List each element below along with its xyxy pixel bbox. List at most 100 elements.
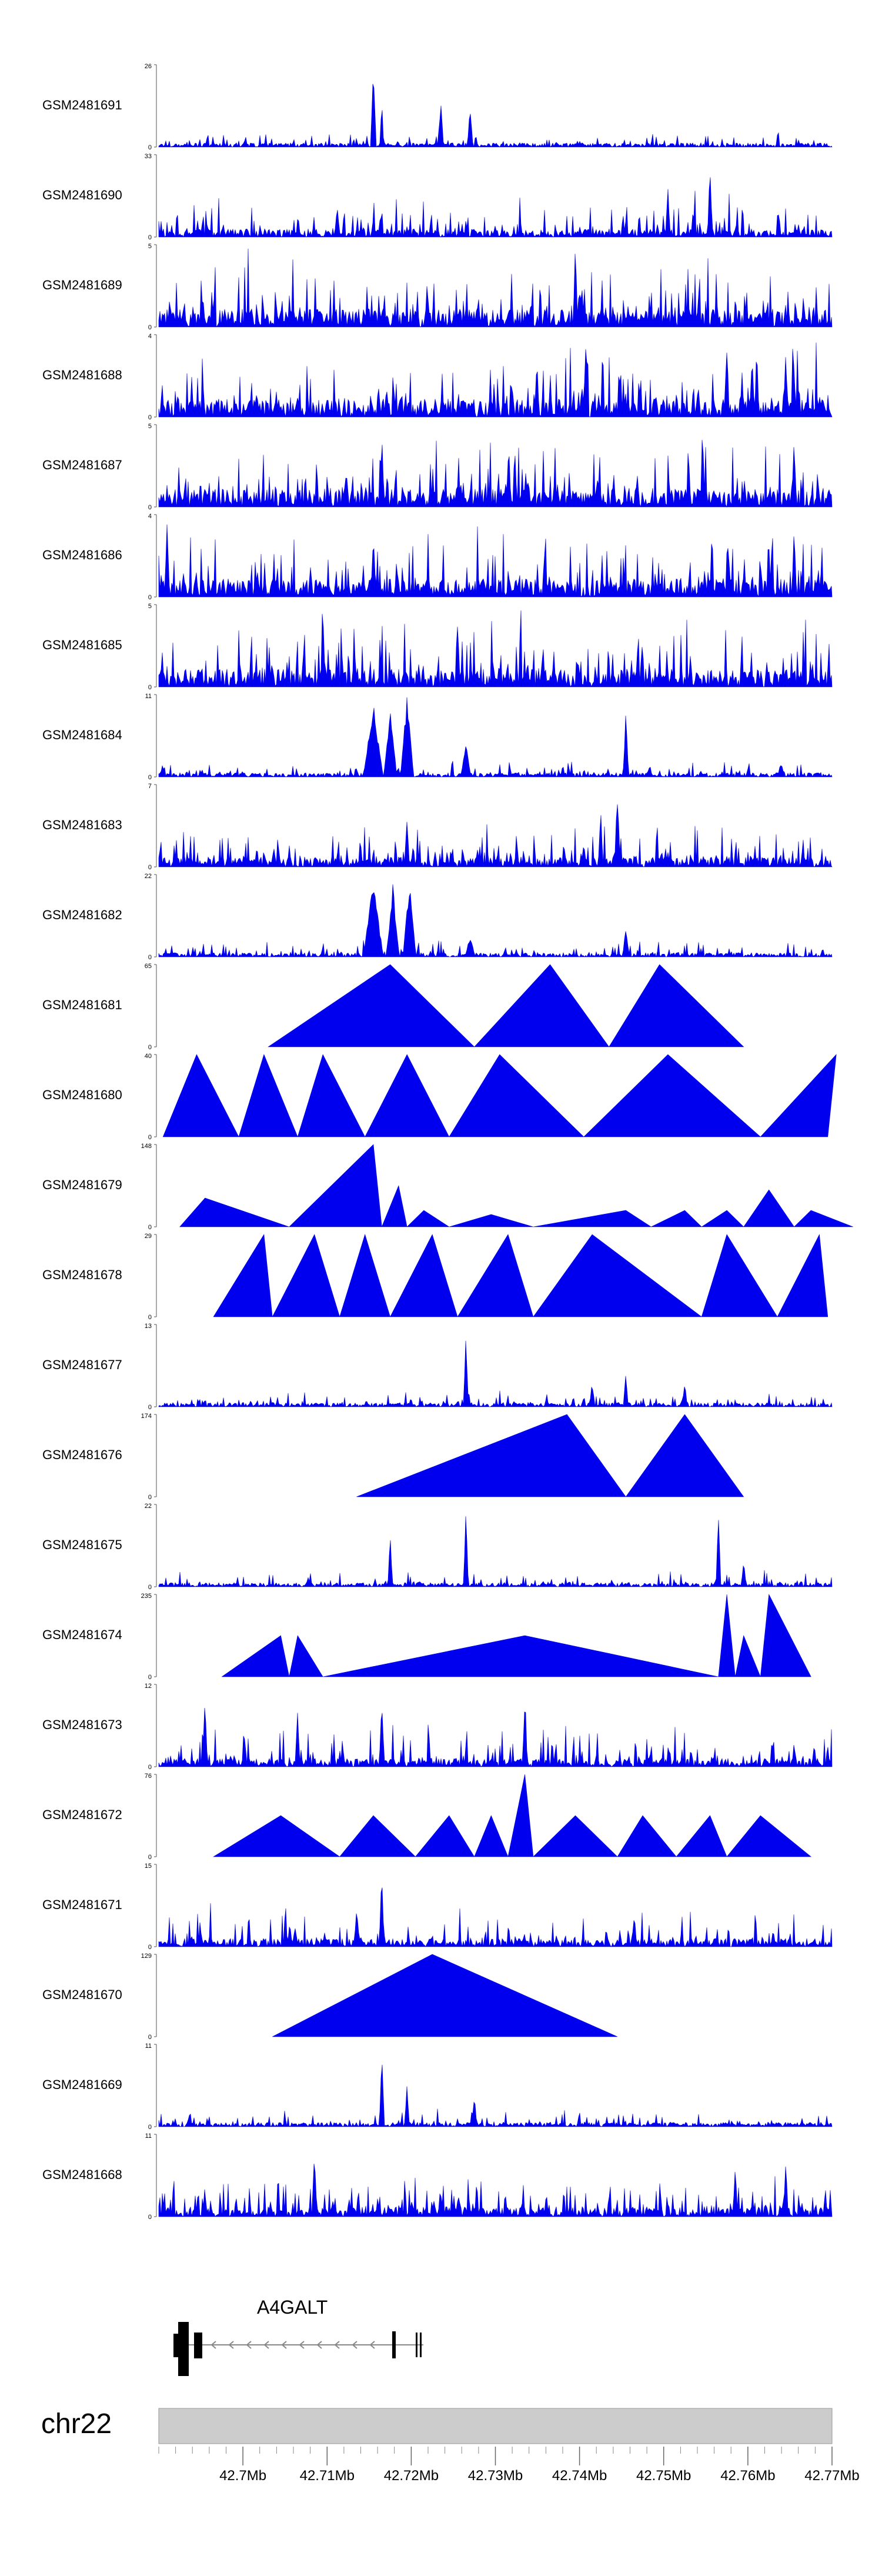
track-label: GSM2481684 — [42, 728, 122, 742]
gene-strand-arrows — [211, 2341, 375, 2349]
track-label: GSM2481674 — [42, 1627, 122, 1642]
track-GSM2481673: GSM2481673 12 0 — [42, 1683, 833, 1771]
strand-arrow — [334, 2341, 340, 2349]
y-axis-zero-label: 0 — [148, 324, 152, 331]
y-axis-zero-label: 0 — [148, 774, 152, 781]
track-GSM2481680: GSM2481680 40 0 — [42, 1053, 837, 1141]
track-label: GSM2481675 — [42, 1537, 122, 1552]
signal-area — [179, 1144, 853, 1227]
track-GSM2481668: GSM2481668 11 0 — [42, 2133, 833, 2221]
y-axis-zero-label: 0 — [148, 1494, 152, 1501]
signal-area — [272, 1954, 618, 2037]
gene-exon — [392, 2331, 396, 2358]
y-axis-zero-label: 0 — [148, 1674, 152, 1681]
track-label: GSM2481677 — [42, 1357, 122, 1372]
y-axis-zero-label: 0 — [148, 684, 152, 691]
track-GSM2481671: GSM2481671 15 0 — [42, 1863, 833, 1951]
y-axis-max-label: 12 — [145, 1683, 152, 1690]
track-label: GSM2481670 — [42, 1987, 122, 2002]
track-label: GSM2481686 — [42, 548, 122, 562]
track-GSM2481676: GSM2481676 174 0 — [42, 1413, 744, 1501]
signal-area — [158, 1340, 833, 1407]
signal-area — [221, 1593, 811, 1677]
signal-area — [158, 342, 833, 418]
gene-exon — [416, 2333, 417, 2357]
strand-arrow — [352, 2341, 358, 2349]
track-GSM2481674: GSM2481674 235 0 — [42, 1593, 811, 1681]
signal-area — [158, 610, 833, 688]
gene-exon — [173, 2334, 178, 2357]
track-label: GSM2481682 — [42, 907, 122, 922]
y-axis-max-label: 33 — [145, 153, 152, 160]
chromosome-bar — [158, 2408, 833, 2444]
strand-arrow — [316, 2341, 322, 2349]
signal-area — [158, 1516, 833, 1587]
signal-area — [213, 1233, 828, 1317]
track-label: GSM2481680 — [42, 1087, 122, 1102]
track-label: GSM2481669 — [42, 2077, 122, 2092]
track-label: GSM2481668 — [42, 2167, 122, 2182]
track-GSM2481683: GSM2481683 7 0 — [42, 783, 833, 871]
chromosome-axis: chr22 42.7Mb 42.71Mb 42.72Mb 42.73Mb 42.74Mb… — [41, 2408, 860, 2484]
y-axis-zero-label: 0 — [148, 1944, 152, 1951]
y-axis-max-label: 15 — [145, 1863, 152, 1870]
y-axis-max-label: 22 — [145, 873, 152, 880]
tick-label: 42.76Mb — [720, 2468, 775, 2484]
track-label: GSM2481679 — [42, 1177, 122, 1192]
signal-area — [356, 1414, 744, 1497]
y-axis-zero-label: 0 — [148, 2214, 152, 2221]
y-axis-max-label: 5 — [148, 423, 152, 430]
track-label: GSM2481690 — [42, 188, 122, 202]
strand-arrow — [369, 2341, 375, 2349]
signal-area — [212, 1774, 812, 1857]
y-axis-zero-label: 0 — [148, 144, 152, 151]
y-axis-zero-label: 0 — [148, 2124, 152, 2131]
y-axis-zero-label: 0 — [148, 1854, 152, 1861]
y-axis-max-label: 4 — [148, 513, 152, 520]
y-axis-max-label: 26 — [145, 63, 152, 70]
signal-area — [158, 248, 833, 328]
tick-label: 42.7Mb — [219, 2468, 266, 2484]
track-GSM2481691: GSM2481691 26 0 — [42, 63, 833, 151]
tick-label: 42.71Mb — [300, 2468, 355, 2484]
y-axis-max-label: 5 — [148, 243, 152, 250]
strand-arrow — [281, 2341, 287, 2349]
track-GSM2481681: GSM2481681 65 0 — [42, 963, 744, 1051]
track-GSM2481679: GSM2481679 148 0 — [42, 1143, 853, 1231]
y-axis-max-label: 22 — [145, 1503, 152, 1510]
signal-area — [158, 804, 833, 867]
y-axis-zero-label: 0 — [148, 2034, 152, 2041]
track-GSM2481688: GSM2481688 4 0 — [42, 333, 833, 421]
track-GSM2481670: GSM2481670 129 0 — [42, 1953, 618, 2041]
track-GSM2481677: GSM2481677 13 0 — [42, 1323, 833, 1411]
track-label: GSM2481681 — [42, 997, 122, 1012]
tick-label: 42.73Mb — [468, 2468, 523, 2484]
track-GSM2481684: GSM2481684 11 0 — [42, 693, 833, 781]
track-label: GSM2481672 — [42, 1807, 122, 1822]
y-axis-max-label: 65 — [145, 963, 152, 970]
y-axis-zero-label: 0 — [148, 1584, 152, 1591]
track-GSM2481675: GSM2481675 22 0 — [42, 1503, 833, 1591]
tick-label: 42.77Mb — [804, 2468, 859, 2484]
track-label: GSM2481683 — [42, 817, 122, 832]
track-label: GSM2481676 — [42, 1447, 122, 1462]
y-axis-zero-label: 0 — [148, 1314, 152, 1321]
gene-label: A4GALT — [257, 2297, 328, 2318]
track-label: GSM2481685 — [42, 638, 122, 652]
strand-arrow — [211, 2341, 216, 2349]
signal-area — [158, 884, 833, 958]
y-axis-max-label: 4 — [148, 333, 152, 340]
strand-arrow — [299, 2341, 305, 2349]
y-axis-max-label: 11 — [145, 2133, 152, 2140]
y-axis-zero-label: 0 — [148, 1134, 152, 1141]
y-axis-max-label: 11 — [145, 2043, 152, 2050]
track-GSM2481678: GSM2481678 29 0 — [42, 1233, 828, 1321]
track-label: GSM2481671 — [42, 1897, 122, 1912]
y-axis-max-label: 11 — [145, 693, 152, 700]
signal-tracks: GSM2481691260GSM2481690330GSM248168950GS… — [42, 63, 853, 2221]
track-GSM2481687: GSM2481687 5 0 — [42, 423, 833, 511]
gene-exon — [420, 2333, 422, 2357]
track-GSM2481686: GSM2481686 4 0 — [42, 513, 833, 601]
y-axis-max-label: 129 — [141, 1953, 152, 1960]
